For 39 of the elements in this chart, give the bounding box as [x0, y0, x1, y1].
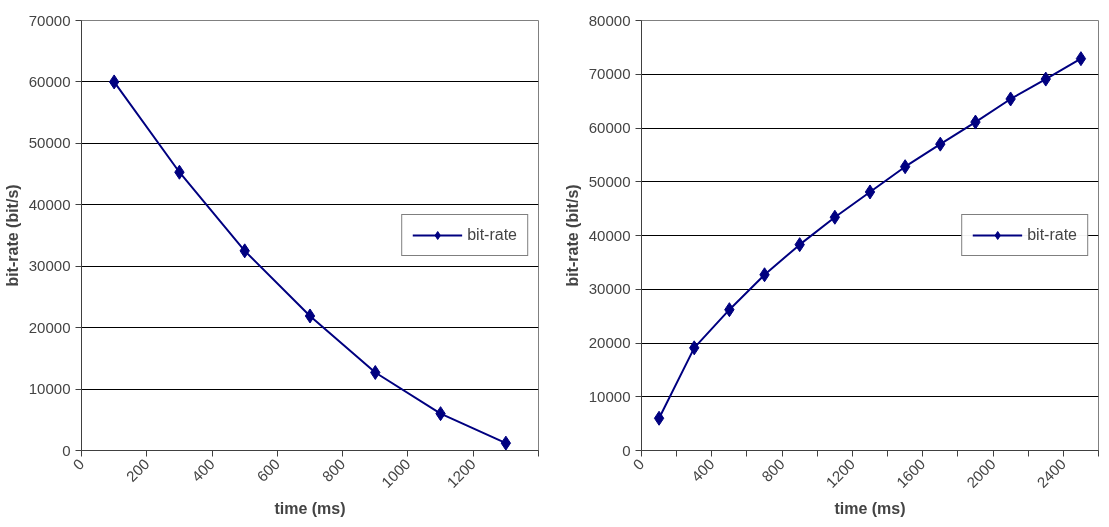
y-tick-label: 40000 — [588, 226, 631, 244]
y-tick-label: 80000 — [588, 11, 631, 29]
point — [108, 74, 120, 90]
y-tick-label: 0 — [622, 441, 631, 459]
point — [500, 435, 512, 451]
x-tick-label: 400 — [188, 455, 218, 485]
x-axis-title: time (ms) — [834, 500, 906, 518]
x-tick-label: 200 — [122, 455, 153, 485]
x-tick-label: 800 — [318, 455, 349, 485]
x-tick-label: 800 — [758, 455, 788, 485]
y-tick-label: 10000 — [28, 380, 71, 398]
point — [829, 209, 841, 225]
x-tick-label: 400 — [687, 455, 718, 485]
x-tick-label: 600 — [253, 455, 284, 485]
y-tick-label: 60000 — [588, 119, 631, 136]
x-axis-title: time (ms) — [274, 500, 346, 518]
point — [1075, 51, 1087, 67]
x-tick-label: 0 — [69, 455, 88, 474]
y-tick-label: 60000 — [28, 72, 71, 90]
point — [304, 308, 316, 324]
y-tick-label: 70000 — [28, 11, 71, 29]
y-tick-label: 70000 — [588, 65, 631, 83]
point — [899, 159, 911, 175]
y-axis-title: bit-rate (bit/s) — [563, 184, 581, 287]
point — [864, 184, 876, 200]
y-tick-label: 30000 — [28, 257, 71, 275]
y-tick-label: 20000 — [588, 334, 631, 351]
y-tick-label: 50000 — [588, 172, 631, 190]
y-tick-label: 30000 — [588, 280, 631, 298]
y-tick-label: 20000 — [28, 318, 71, 336]
y-tick-label: 10000 — [588, 387, 631, 405]
legend-label: bit-rate — [467, 226, 517, 244]
legend-label: bit-rate — [1027, 226, 1077, 244]
y-tick-label: 40000 — [28, 195, 71, 213]
point — [653, 410, 665, 426]
y-tick-label: 0 — [62, 441, 71, 459]
y-axis-title: bit-rate (bit/s) — [3, 184, 21, 287]
x-tick-label: 0 — [629, 455, 648, 474]
y-tick-label: 50000 — [28, 134, 71, 152]
